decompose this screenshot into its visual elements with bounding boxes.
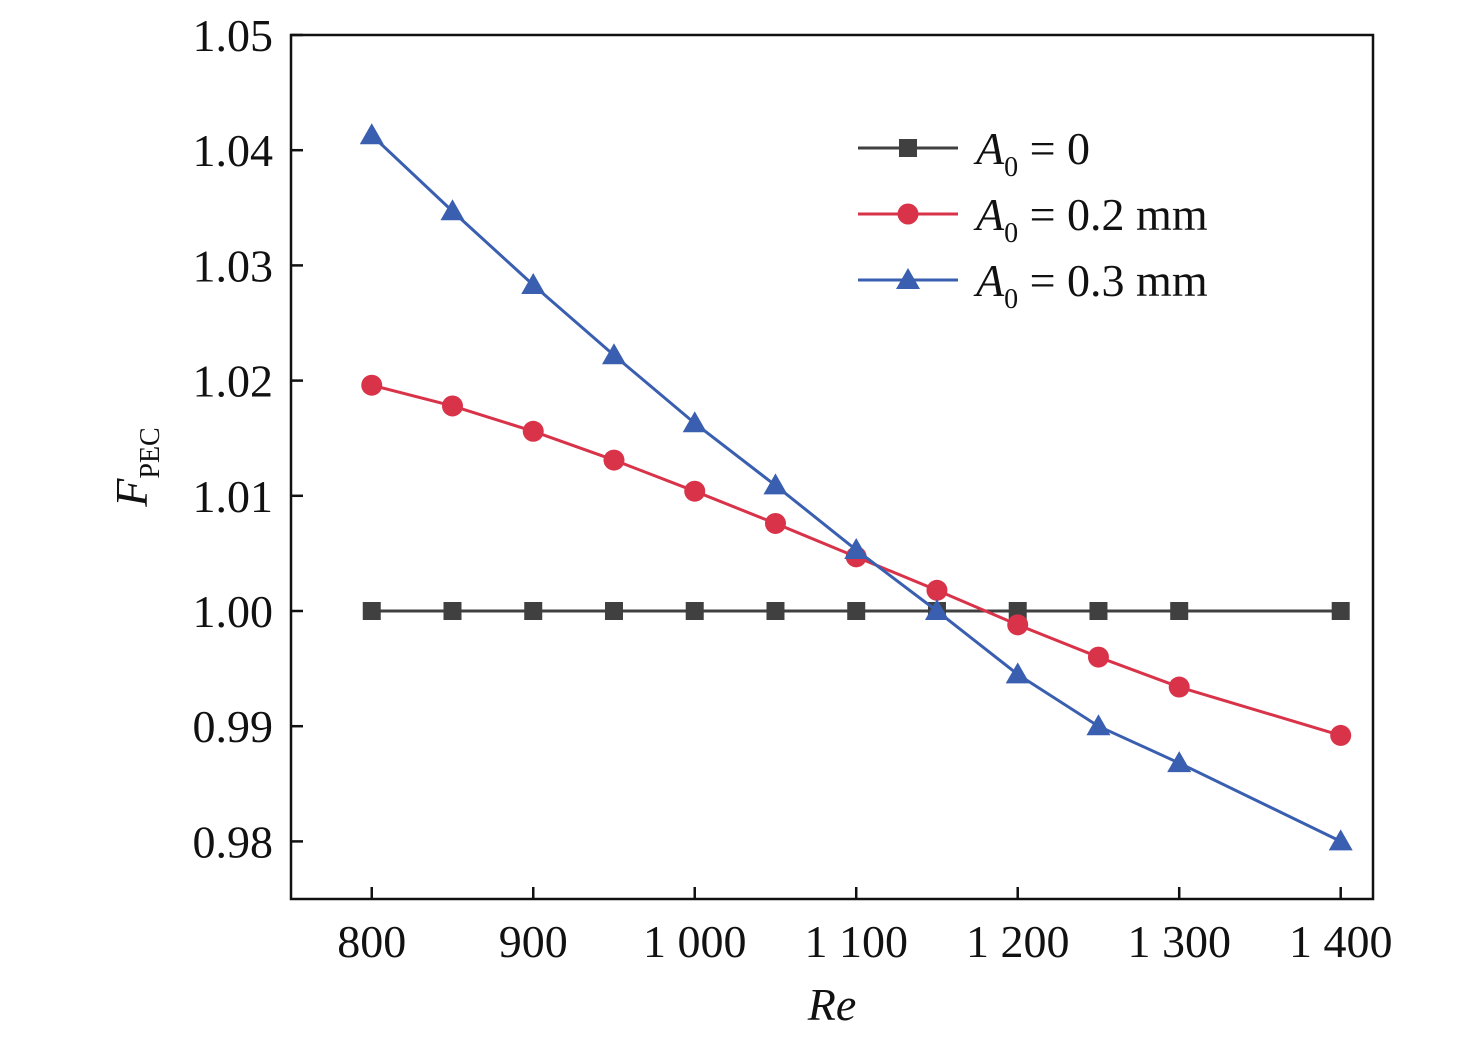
data-point-triangle [440,199,465,221]
series-circle [361,374,1352,746]
series-line [370,134,1342,843]
data-point-circle [1168,676,1190,698]
data-point-circle [926,579,948,601]
data-point-circle [764,512,786,534]
data-point-square [766,602,785,620]
legend-entry: A0 = 0.2 mm [858,189,1208,249]
data-point-circle [522,420,544,442]
legend-marker [899,139,917,157]
legend-label: A0 = 0.3 mm [973,255,1208,315]
y-tick-label: 1.00 [193,586,274,637]
x-tick-label: 1 100 [804,916,908,967]
data-point-triangle [682,411,707,433]
data-point-circle [441,395,463,417]
y-axis-label-sub: PEC [135,427,166,478]
legend-label: A0 = 0.2 mm [973,189,1208,249]
data-point-square [847,602,866,620]
x-tick-label: 1 300 [1127,916,1231,967]
y-axis-label-main: F [106,478,157,508]
data-point-triangle [359,123,384,145]
data-point-circle [1007,614,1029,636]
x-axis-label: Re [807,979,857,1030]
series-square [362,602,1350,620]
data-point-triangle [1005,662,1030,684]
data-point-square [524,602,543,620]
legend-label: A0 = 0 [973,123,1090,183]
data-point-triangle [763,473,788,495]
x-axis-ticks: 800 900 1 000 1 100 1 200 1 300 1 400 [337,887,1392,967]
series-line [371,383,1342,737]
x-tick-label: 1 400 [1289,916,1393,967]
data-point-triangle [601,343,626,365]
data-point-triangle [924,599,949,620]
y-tick-label: 1.01 [193,471,274,522]
legend-marker [896,268,920,289]
data-point-circle [1087,646,1109,668]
data-point-square [443,602,462,620]
data-point-circle [603,449,625,471]
y-tick-label: 0.98 [193,816,274,867]
x-tick-label: 800 [337,916,406,967]
data-point-triangle [1086,714,1111,736]
data-point-circle [361,374,383,396]
y-tick-label: 1.05 [193,10,274,61]
data-point-square [1170,602,1189,620]
y-tick-label: 1.03 [193,240,274,291]
data-point-triangle [1328,829,1353,851]
svg-text:FPEC: FPEC [106,427,166,507]
x-tick-label: 900 [499,916,568,967]
x-tick-label: 1 000 [643,916,747,967]
plot-frame [289,33,1375,901]
data-point-triangle [844,537,869,559]
data-point-square [1331,602,1350,620]
x-tick-label: 1 200 [966,916,1070,967]
data-point-triangle [521,272,546,294]
y-axis-ticks: 0.98 0.99 1.00 1.01 1.02 1.03 1.04 1.05 [193,10,303,867]
data-point-triangle [1167,751,1192,773]
series-triangle [359,123,1353,851]
y-tick-label: 1.04 [193,125,274,176]
data-point-square [1089,602,1108,620]
legend-entry: A0 = 0.3 mm [858,255,1208,315]
data-point-circle [684,480,706,502]
y-tick-label: 1.02 [193,356,274,407]
y-tick-label: 0.99 [193,701,274,752]
data-point-square [604,602,623,620]
legend-entry: A0 = 0 [858,123,1090,183]
y-axis-label: FPEC [106,427,166,507]
data-point-circle [1330,724,1352,746]
series-layer [359,123,1353,851]
data-point-square [362,602,381,620]
data-point-square [685,602,704,620]
legend-marker [897,203,919,225]
